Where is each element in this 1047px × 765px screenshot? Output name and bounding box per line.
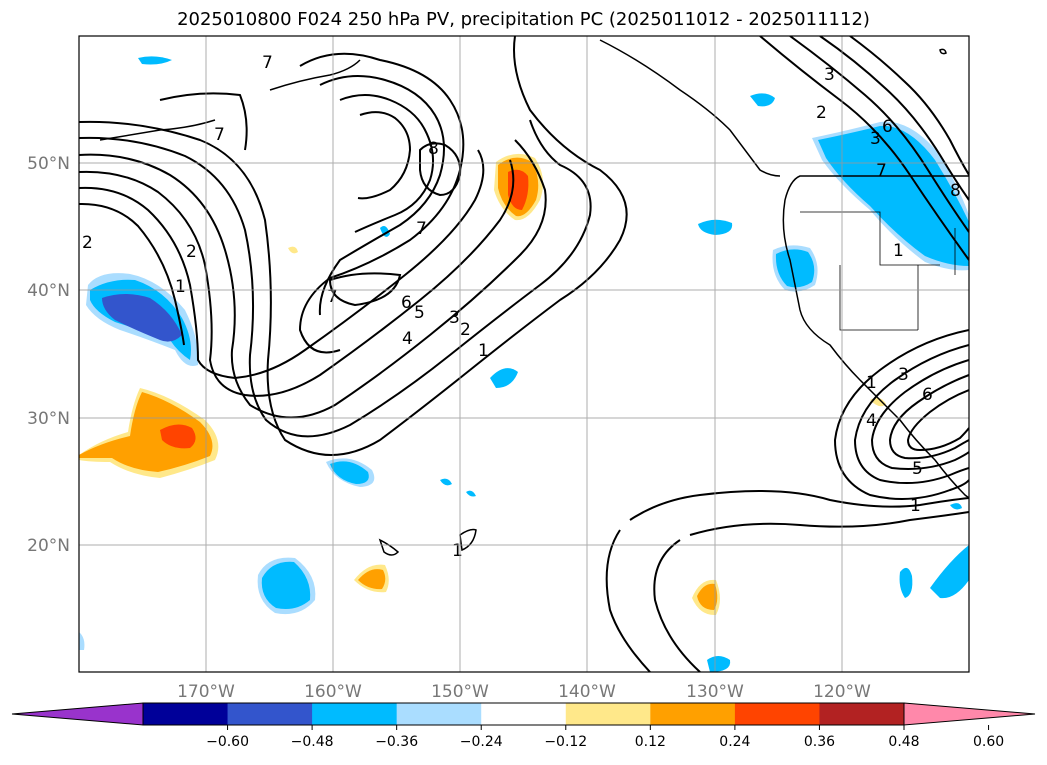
colorbar-tick-label: −0.24 <box>460 734 503 750</box>
colorbar-segment <box>143 703 229 725</box>
plot-area <box>79 36 969 672</box>
lon-label: 120°W <box>813 682 871 702</box>
colorbar-tick-label: −0.12 <box>544 734 587 750</box>
colorbar-tick-label: 0.12 <box>635 734 666 750</box>
lat-label: 50°N <box>27 154 70 174</box>
precip-shading <box>79 56 969 672</box>
contour-label: 1 <box>478 341 489 361</box>
pv-contours <box>79 36 969 672</box>
colorbar-extend-max <box>903 702 1036 726</box>
colorbar-segment <box>312 703 398 725</box>
colorbar-frame <box>142 702 905 726</box>
contour-label: 8 <box>950 181 961 201</box>
contour-label: 2 <box>816 103 827 123</box>
contour-label: 6 <box>882 117 893 137</box>
lon-label: 150°W <box>431 682 489 702</box>
contour-labels: 7 7 8 7 7 6 5 4 3 2 1 2 2 1 3 2 3 6 8 7 … <box>82 53 961 561</box>
contour-label: 8 <box>428 139 439 159</box>
map-title: 2025010800 F024 250 hPa PV, precipitatio… <box>177 9 870 30</box>
lat-label: 30°N <box>27 409 70 429</box>
lon-label: 160°W <box>304 682 362 702</box>
contour-label: 2 <box>460 320 471 340</box>
contour-label: 2 <box>82 233 93 253</box>
colorbar-segment <box>227 703 313 725</box>
colorbar-segment <box>734 703 820 725</box>
contour-label: 7 <box>262 53 273 73</box>
coastlines <box>99 39 969 556</box>
lat-label: 40°N <box>27 281 70 301</box>
contour-label: 2 <box>186 242 197 262</box>
contour-label: 1 <box>893 241 904 261</box>
colorbar-tick-label: −0.36 <box>375 734 418 750</box>
contour-label: 3 <box>898 365 909 385</box>
colorbar: −0.60 −0.48 −0.36 −0.24 −0.12 0.12 0.24 0.36 0.4… <box>11 702 1036 750</box>
contour-label: 3 <box>870 129 881 149</box>
colorbar-extend-min <box>11 702 144 726</box>
contour-label: 7 <box>876 161 887 181</box>
plot-frame <box>78 35 970 673</box>
contour-label: 7 <box>416 219 427 239</box>
contour-label: 5 <box>414 303 425 323</box>
colorbar-segment <box>650 703 736 725</box>
contour-label: 6 <box>922 385 933 405</box>
colorbar-segment <box>396 703 482 725</box>
contour-label: 1 <box>910 496 921 516</box>
colorbar-segment <box>481 703 567 725</box>
contour-label: 6 <box>401 293 412 313</box>
colorbar-tick-label: −0.60 <box>206 734 249 750</box>
colorbar-tick-label: −0.48 <box>291 734 334 750</box>
lat-tick-labels: 50°N 40°N 30°N 20°N <box>27 154 70 556</box>
contour-label: 3 <box>824 65 835 85</box>
contour-label: 4 <box>402 329 413 349</box>
lon-label: 130°W <box>686 682 744 702</box>
contour-label: 7 <box>327 287 338 307</box>
colorbar-tick-label: 0.24 <box>719 734 750 750</box>
contour-label: 3 <box>449 308 460 328</box>
lat-label: 20°N <box>27 536 70 556</box>
colorbar-segment <box>565 703 651 725</box>
lon-label: 140°W <box>558 682 616 702</box>
colorbar-tick-label: 0.36 <box>804 734 835 750</box>
colorbar-tick-label: 0.60 <box>973 734 1004 750</box>
contour-label: 4 <box>866 411 877 431</box>
contour-label: 1 <box>452 541 463 561</box>
lon-label: 170°W <box>177 682 235 702</box>
contour-label: 7 <box>214 125 225 145</box>
state-borders <box>800 211 956 331</box>
contour-label: 5 <box>912 459 923 479</box>
colorbar-tick-label: 0.48 <box>888 734 919 750</box>
contour-label: 1 <box>175 277 186 297</box>
contour-label: 1 <box>866 373 877 393</box>
colorbar-segment <box>819 703 905 725</box>
lon-tick-labels: 170°W 160°W 150°W 140°W 130°W 120°W <box>177 682 871 702</box>
gridlines <box>79 36 969 672</box>
